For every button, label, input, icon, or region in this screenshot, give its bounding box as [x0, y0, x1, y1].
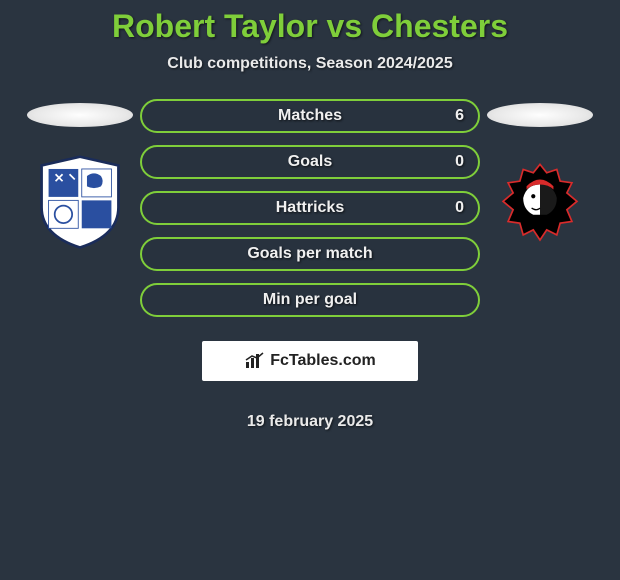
left-player-col	[20, 99, 140, 251]
date-label: 19 february 2025	[247, 413, 373, 431]
stat-row-min-per-goal: Min per goal	[140, 283, 480, 317]
player-placeholder-right	[487, 103, 593, 127]
stat-label: Goals	[288, 153, 332, 171]
left-club-badge	[35, 155, 125, 251]
stat-label: Goals per match	[247, 245, 372, 263]
stat-right-value: 0	[455, 199, 464, 217]
brand-text: FcTables.com	[270, 352, 376, 370]
stat-row-goals-per-match: Goals per match	[140, 237, 480, 271]
stat-row-goals: Goals 0	[140, 145, 480, 179]
stat-label: Hattricks	[276, 199, 344, 217]
stat-label: Min per goal	[263, 291, 357, 309]
stats-column: Matches 6 Goals 0 Hattricks 0 Goals per …	[140, 99, 480, 431]
subtitle: Club competitions, Season 2024/2025	[0, 55, 620, 73]
page-title: Robert Taylor vs Chesters	[0, 8, 620, 45]
comparison-card: Robert Taylor vs Chesters Club competiti…	[0, 0, 620, 431]
shield-icon	[498, 161, 582, 245]
main-row: Matches 6 Goals 0 Hattricks 0 Goals per …	[0, 99, 620, 431]
player-placeholder-left	[27, 103, 133, 127]
stat-row-matches: Matches 6	[140, 99, 480, 133]
right-player-col	[480, 99, 600, 251]
stat-label: Matches	[278, 107, 342, 125]
right-club-badge	[495, 155, 585, 251]
chart-icon	[244, 352, 266, 370]
shield-icon	[35, 155, 125, 251]
stat-row-hattricks: Hattricks 0	[140, 191, 480, 225]
brand-box: FcTables.com	[202, 341, 418, 381]
stat-right-value: 0	[455, 153, 464, 171]
stat-right-value: 6	[455, 107, 464, 125]
